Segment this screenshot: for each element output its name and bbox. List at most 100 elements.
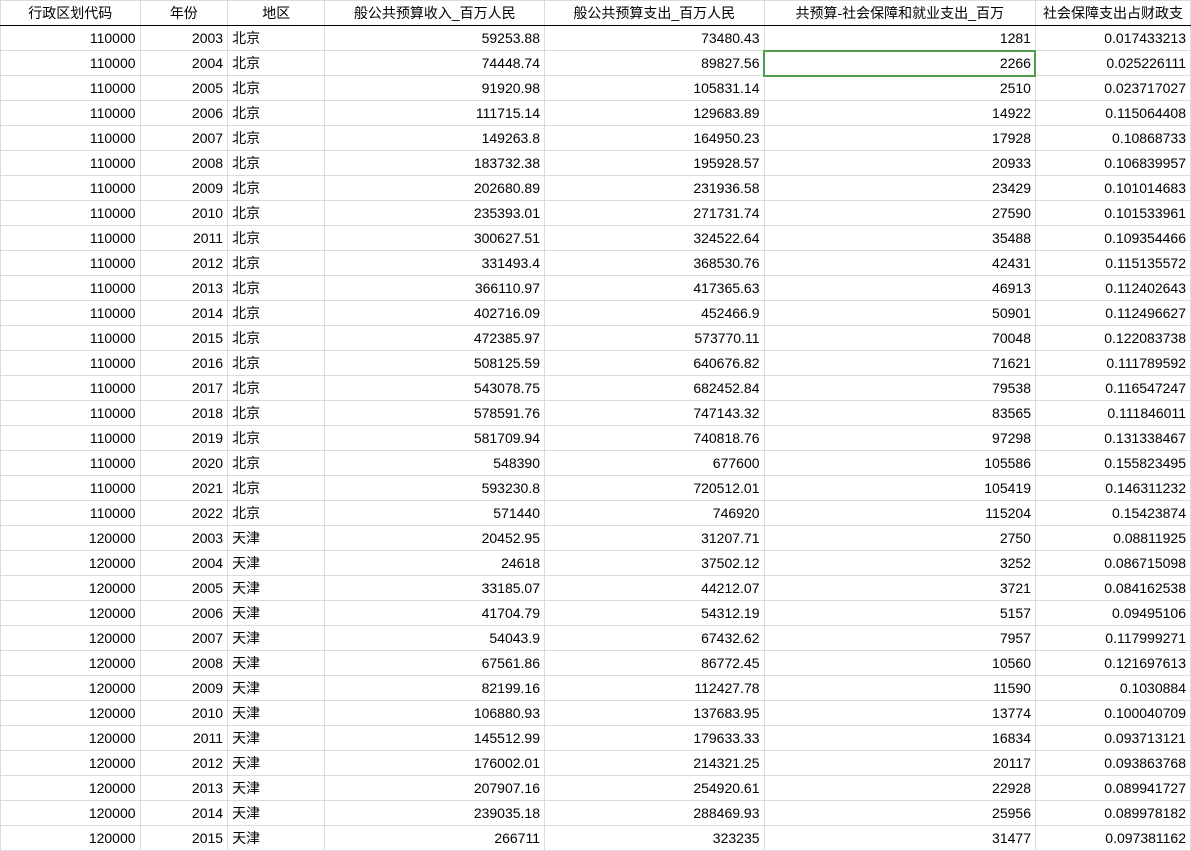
cell[interactable]: 北京 bbox=[228, 451, 325, 476]
cell[interactable]: 2007 bbox=[140, 626, 228, 651]
cell[interactable]: 110000 bbox=[1, 401, 141, 426]
cell[interactable]: 1281 bbox=[764, 26, 1035, 51]
cell[interactable]: 54043.9 bbox=[325, 626, 545, 651]
cell[interactable]: 368530.76 bbox=[545, 251, 765, 276]
cell[interactable]: 2011 bbox=[140, 726, 228, 751]
cell[interactable]: 110000 bbox=[1, 201, 141, 226]
cell[interactable]: 2017 bbox=[140, 376, 228, 401]
cell[interactable]: 266711 bbox=[325, 826, 545, 851]
cell[interactable]: 5157 bbox=[764, 601, 1035, 626]
cell[interactable]: 2007 bbox=[140, 126, 228, 151]
cell[interactable]: 2008 bbox=[140, 151, 228, 176]
cell[interactable]: 2018 bbox=[140, 401, 228, 426]
cell[interactable]: 北京 bbox=[228, 151, 325, 176]
cell[interactable]: 91920.98 bbox=[325, 76, 545, 101]
cell[interactable]: 33185.07 bbox=[325, 576, 545, 601]
cell[interactable]: 天津 bbox=[228, 726, 325, 751]
cell[interactable]: 2510 bbox=[764, 76, 1035, 101]
cell[interactable]: 231936.58 bbox=[545, 176, 765, 201]
cell[interactable]: 2013 bbox=[140, 276, 228, 301]
cell[interactable]: 402716.09 bbox=[325, 301, 545, 326]
cell[interactable]: 北京 bbox=[228, 401, 325, 426]
cell[interactable]: 天津 bbox=[228, 826, 325, 851]
cell[interactable]: 22928 bbox=[764, 776, 1035, 801]
cell[interactable]: 105419 bbox=[764, 476, 1035, 501]
cell[interactable]: 271731.74 bbox=[545, 201, 765, 226]
cell[interactable]: 37502.12 bbox=[545, 551, 765, 576]
cell[interactable]: 2004 bbox=[140, 51, 228, 76]
cell[interactable]: 天津 bbox=[228, 676, 325, 701]
cell[interactable]: 北京 bbox=[228, 26, 325, 51]
cell[interactable]: 0.093863768 bbox=[1035, 751, 1190, 776]
cell[interactable]: 164950.23 bbox=[545, 126, 765, 151]
cell[interactable]: 120000 bbox=[1, 801, 141, 826]
cell[interactable]: 2003 bbox=[140, 526, 228, 551]
cell[interactable]: 0.116547247 bbox=[1035, 376, 1190, 401]
cell[interactable]: 176002.01 bbox=[325, 751, 545, 776]
cell[interactable]: 北京 bbox=[228, 351, 325, 376]
cell[interactable]: 110000 bbox=[1, 476, 141, 501]
column-header[interactable]: 行政区划代码 bbox=[1, 1, 141, 26]
cell[interactable]: 2750 bbox=[764, 526, 1035, 551]
cell[interactable]: 0.155823495 bbox=[1035, 451, 1190, 476]
cell[interactable]: 31477 bbox=[764, 826, 1035, 851]
cell[interactable]: 0.131338467 bbox=[1035, 426, 1190, 451]
cell[interactable]: 0.09495106 bbox=[1035, 601, 1190, 626]
cell[interactable]: 北京 bbox=[228, 501, 325, 526]
cell[interactable]: 67432.62 bbox=[545, 626, 765, 651]
cell[interactable]: 120000 bbox=[1, 626, 141, 651]
cell[interactable]: 214321.25 bbox=[545, 751, 765, 776]
cell[interactable]: 83565 bbox=[764, 401, 1035, 426]
cell[interactable]: 720512.01 bbox=[545, 476, 765, 501]
cell[interactable]: 2016 bbox=[140, 351, 228, 376]
cell[interactable]: 573770.11 bbox=[545, 326, 765, 351]
column-header[interactable]: 般公共预算收入_百万人民 bbox=[325, 1, 545, 26]
cell[interactable]: 北京 bbox=[228, 376, 325, 401]
cell[interactable]: 747143.32 bbox=[545, 401, 765, 426]
cell[interactable]: 24618 bbox=[325, 551, 545, 576]
cell[interactable]: 2006 bbox=[140, 601, 228, 626]
cell[interactable]: 7957 bbox=[764, 626, 1035, 651]
column-header[interactable]: 年份 bbox=[140, 1, 228, 26]
cell[interactable]: 120000 bbox=[1, 651, 141, 676]
cell[interactable]: 北京 bbox=[228, 101, 325, 126]
cell[interactable]: 207907.16 bbox=[325, 776, 545, 801]
cell[interactable]: 110000 bbox=[1, 51, 141, 76]
cell[interactable]: 543078.75 bbox=[325, 376, 545, 401]
cell[interactable]: 235393.01 bbox=[325, 201, 545, 226]
cell[interactable]: 北京 bbox=[228, 176, 325, 201]
cell[interactable]: 120000 bbox=[1, 701, 141, 726]
cell[interactable]: 0.023717027 bbox=[1035, 76, 1190, 101]
cell[interactable]: 16834 bbox=[764, 726, 1035, 751]
cell[interactable]: 120000 bbox=[1, 776, 141, 801]
cell[interactable]: 0.111846011 bbox=[1035, 401, 1190, 426]
cell[interactable]: 17928 bbox=[764, 126, 1035, 151]
cell[interactable]: 0.017433213 bbox=[1035, 26, 1190, 51]
cell[interactable]: 13774 bbox=[764, 701, 1035, 726]
cell[interactable]: 北京 bbox=[228, 76, 325, 101]
cell[interactable]: 239035.18 bbox=[325, 801, 545, 826]
cell[interactable]: 120000 bbox=[1, 751, 141, 776]
cell[interactable]: 44212.07 bbox=[545, 576, 765, 601]
cell[interactable]: 10560 bbox=[764, 651, 1035, 676]
cell[interactable]: 0.15423874 bbox=[1035, 501, 1190, 526]
cell[interactable]: 324522.64 bbox=[545, 226, 765, 251]
cell[interactable]: 110000 bbox=[1, 26, 141, 51]
cell[interactable]: 120000 bbox=[1, 826, 141, 851]
cell[interactable]: 北京 bbox=[228, 276, 325, 301]
cell[interactable]: 北京 bbox=[228, 126, 325, 151]
cell[interactable]: 天津 bbox=[228, 776, 325, 801]
cell[interactable]: 2006 bbox=[140, 101, 228, 126]
cell[interactable]: 0.089941727 bbox=[1035, 776, 1190, 801]
cell[interactable]: 70048 bbox=[764, 326, 1035, 351]
cell[interactable]: 天津 bbox=[228, 626, 325, 651]
cell[interactable]: 115204 bbox=[764, 501, 1035, 526]
cell[interactable]: 110000 bbox=[1, 276, 141, 301]
cell[interactable]: 110000 bbox=[1, 376, 141, 401]
cell[interactable]: 89827.56 bbox=[545, 51, 765, 76]
cell[interactable]: 2009 bbox=[140, 676, 228, 701]
cell[interactable]: 0.101533961 bbox=[1035, 201, 1190, 226]
cell[interactable]: 571440 bbox=[325, 501, 545, 526]
cell[interactable]: 2013 bbox=[140, 776, 228, 801]
cell[interactable]: 北京 bbox=[228, 51, 325, 76]
